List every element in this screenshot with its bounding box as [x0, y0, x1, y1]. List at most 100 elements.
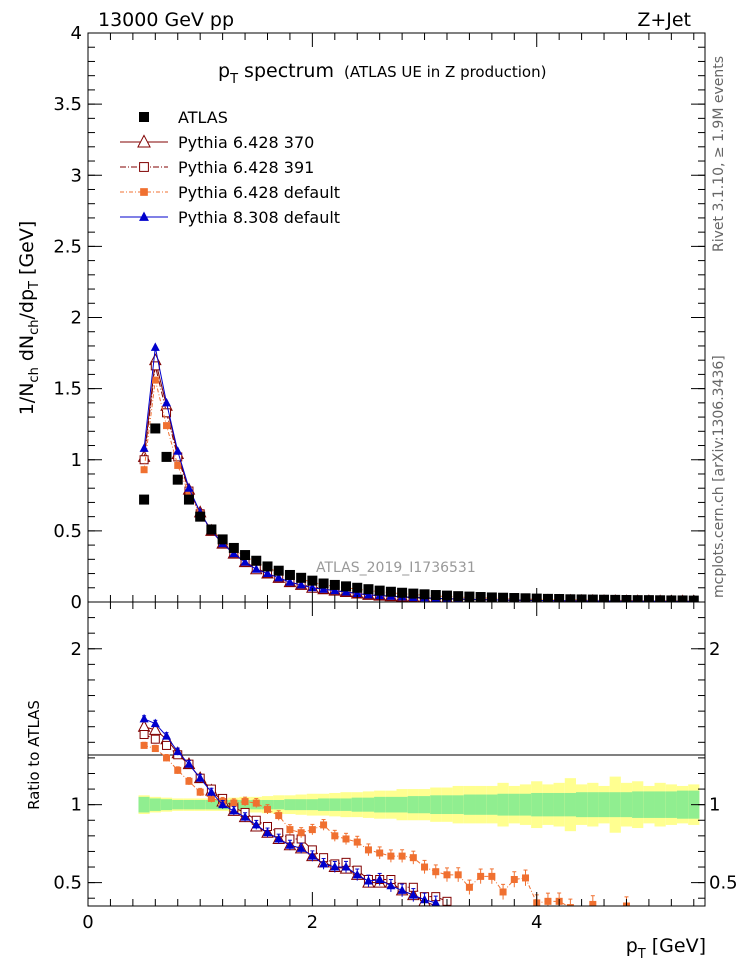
- legend: ATLAS Pythia 6.428 370 Pythia 6.428 391 Pyt…: [120, 108, 340, 227]
- band-stat-bin: [194, 799, 206, 810]
- ratio-point-pythia-6-428-default: [252, 799, 260, 807]
- ratio-point-pythia-8-308-default: [218, 799, 228, 809]
- ratio-point-pythia-6-428-default: [488, 872, 496, 880]
- bottom-y-axis-label: Ratio to ATLAS: [25, 700, 43, 810]
- band-stat-bin: [340, 798, 352, 811]
- chart-title-main: p: [218, 60, 230, 82]
- top-point-pythia-8-308-default: [296, 579, 306, 589]
- band-stat-bin: [542, 792, 554, 817]
- top-point-pythia-6-428-default: [174, 461, 182, 469]
- header-process-label: Z+Jet: [637, 9, 691, 31]
- top-point-atlas: [262, 561, 273, 572]
- band-stat-bin: [609, 792, 621, 818]
- band-stat-bin: [643, 791, 655, 818]
- x-tick-label: 4: [531, 912, 542, 933]
- legend-marker-pythia-8-308-default: [139, 211, 149, 221]
- ratio-point-pythia-8-308-default: [229, 805, 239, 815]
- band-stat-bin: [172, 799, 184, 810]
- ratio-point-pythia-6-428-default: [510, 875, 518, 883]
- band-stat-bin: [205, 799, 218, 810]
- analysis-label: ATLAS_2019_I1736531: [316, 560, 476, 576]
- top-point-atlas: [498, 592, 509, 602]
- top-point-pythia-8-308-default: [307, 582, 317, 592]
- top-point-atlas: [307, 575, 318, 586]
- band-stat-bin: [676, 790, 689, 819]
- top-point-pythia-8-308-default: [240, 557, 250, 566]
- ratio-point-pythia-6-428-default: [454, 871, 462, 879]
- top-point-atlas: [284, 569, 295, 580]
- top-point-pythia-6-428-default: [140, 466, 148, 474]
- ratio-point-pythia-8-308-default: [363, 876, 373, 885]
- bottom-panel-frame: [87, 601, 706, 907]
- top-point-atlas: [397, 587, 408, 598]
- top-point-atlas: [453, 591, 464, 602]
- band-stat-bin: [295, 799, 307, 811]
- band-stat-bin: [531, 792, 543, 817]
- mcplots-label: mcplots.cern.ch [arXiv:1306.3436]: [711, 355, 727, 598]
- band-stat-bin: [665, 791, 677, 818]
- legend-entry-pythia-6-428-370: Pythia 6.428 370: [120, 133, 314, 152]
- top-point-atlas: [352, 582, 363, 593]
- ratio-uncertainty-band: [138, 776, 700, 833]
- ratio-point-pythia-8-308-default: [285, 840, 295, 849]
- top-point-pythia-6-428-391: [139, 455, 149, 465]
- ratio-point-pythia-6-428-default: [207, 794, 215, 802]
- band-stat-bin: [160, 799, 173, 811]
- top-point-pythia-8-308-default: [262, 568, 272, 578]
- ratio-point-pythia-8-308-default: [397, 885, 407, 894]
- top-y-tick-label: 0: [71, 592, 82, 613]
- legend-entry-pythia-8-308-default: Pythia 8.308 default: [120, 208, 340, 227]
- ratio-point-pythia-6-428-default: [342, 835, 350, 843]
- top-point-atlas: [139, 494, 150, 505]
- band-stat-bin: [149, 798, 161, 811]
- x-tick-label: 0: [82, 912, 93, 933]
- top-point-atlas: [475, 592, 486, 602]
- band-stat-bin: [620, 792, 633, 818]
- band-stat-bin: [486, 794, 498, 815]
- ratio-point-pythia-6-428-391: [150, 734, 160, 744]
- ratio-point-pythia-8-308-default: [330, 862, 340, 871]
- ratio-point-pythia-8-308-default: [139, 713, 149, 723]
- top-point-atlas: [228, 542, 239, 553]
- legend-label-pythia-8-308-default: Pythia 8.308 default: [178, 208, 340, 227]
- top-y-tick-label: 1: [71, 450, 82, 471]
- top-point-atlas: [183, 494, 194, 505]
- top-y-tick-label: 2: [71, 308, 82, 329]
- band-stat-bin: [508, 793, 520, 816]
- legend-entry-atlas: ATLAS: [139, 108, 228, 127]
- ratio-point-pythia-6-428-default: [353, 838, 361, 846]
- top-point-atlas: [341, 581, 352, 592]
- top-point-atlas: [172, 474, 183, 485]
- bottom-y-tick-label: 0.5: [53, 873, 82, 894]
- band-stat-bin: [654, 791, 666, 818]
- band-stat-bin: [306, 799, 318, 811]
- legend-label-pythia-6-428-default: Pythia 6.428 default: [178, 183, 340, 202]
- band-stat-bin: [587, 792, 599, 818]
- x-axis-label-sub: T: [637, 947, 646, 962]
- chart-title-rest: spectrum: [238, 60, 334, 82]
- ratio-point-pythia-8-308-default: [251, 819, 261, 829]
- top-point-atlas: [430, 590, 441, 601]
- band-stat-bin: [452, 795, 464, 815]
- bottom-y-tick-label-right: 2: [709, 639, 720, 660]
- top-point-atlas: [161, 451, 172, 462]
- chart-title-sub: T: [229, 72, 238, 87]
- ratio-point-pythia-6-428-default: [286, 826, 294, 834]
- top-point-atlas: [542, 593, 553, 602]
- ratio-point-pythia-8-308-default: [184, 759, 194, 768]
- top-point-pythia-8-308-default: [173, 446, 183, 455]
- top-point-atlas: [632, 595, 643, 602]
- ratio-point-pythia-8-308-default: [408, 890, 418, 899]
- ratio-point-pythia-6-428-default: [499, 888, 507, 896]
- ratio-point-pythia-8-308-default: [319, 858, 329, 868]
- top-point-atlas: [408, 588, 419, 599]
- ratio-point-pythia-6-428-default: [566, 904, 574, 906]
- ratio-point-pythia-8-308-default: [352, 869, 362, 879]
- top-point-pythia-8-308-default: [150, 342, 160, 351]
- top-point-atlas: [217, 534, 228, 545]
- band-stat-bin: [519, 793, 532, 816]
- top-point-pythia-6-428-391: [162, 408, 172, 418]
- top-point-atlas: [587, 594, 598, 602]
- ratio-point-pythia-6-428-default: [432, 868, 440, 876]
- top-y-tick-label: 3: [71, 165, 82, 186]
